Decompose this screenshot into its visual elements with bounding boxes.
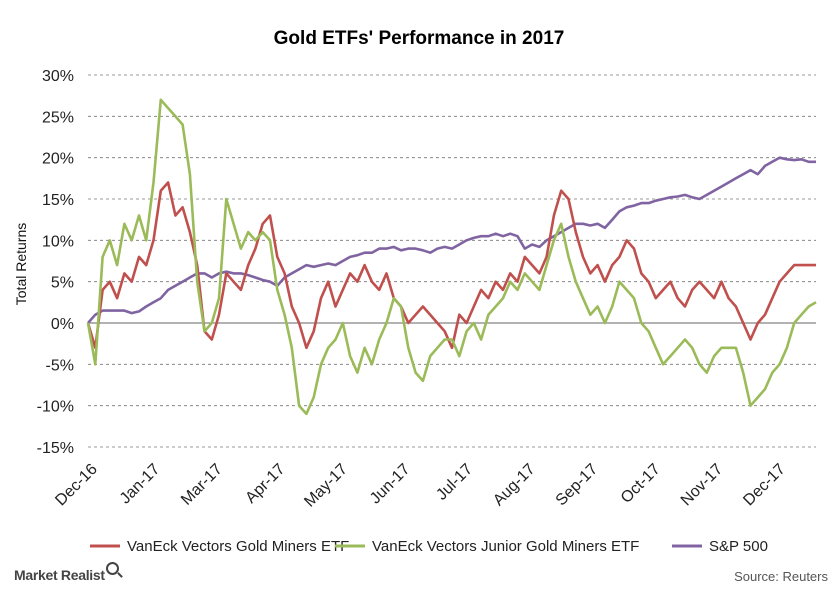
y-tick-label: 5% xyxy=(51,275,74,292)
y-tick-label: 30% xyxy=(42,68,74,85)
y-axis-label: Total Returns xyxy=(13,223,29,305)
legend-label: S&P 500 xyxy=(709,538,768,555)
y-tick-label: 15% xyxy=(42,192,74,209)
series-line xyxy=(86,98,817,416)
x-tick-label: Apr-17 xyxy=(242,461,288,507)
y-tick-label: 20% xyxy=(42,151,74,168)
source-note: Source: Reuters xyxy=(734,569,828,584)
y-tick-label: 25% xyxy=(42,109,74,126)
x-tick-label: May-17 xyxy=(301,461,351,511)
y-tick-label: -15% xyxy=(37,440,74,457)
x-tick-label: Jun-17 xyxy=(367,461,414,508)
series-line xyxy=(87,156,816,324)
brand-logo: Market Realist xyxy=(14,562,119,583)
y-tick-label: 10% xyxy=(42,233,74,250)
y-tick-label: -5% xyxy=(46,357,74,374)
x-axis-ticks: Dec-16 Jan-17 Mar-17 Apr-17 May-17 Jun-17 Jul-… xyxy=(52,461,789,511)
x-tick-label: Dec-17 xyxy=(740,461,789,510)
x-tick-label: Jul-17 xyxy=(433,461,476,504)
x-tick-label: Sep-17 xyxy=(553,461,602,510)
legend-label: VanEck Vectors Gold Miners ETF xyxy=(127,538,349,555)
x-tick-label: Nov-17 xyxy=(678,461,727,510)
x-tick-label: Dec-16 xyxy=(52,461,101,510)
series-lines xyxy=(86,98,817,416)
x-tick-label: Aug-17 xyxy=(490,461,539,510)
x-tick-label: Oct-17 xyxy=(618,461,664,507)
magnifier-icon xyxy=(105,562,119,575)
x-tick-label: Mar-17 xyxy=(178,461,226,509)
legend-label: VanEck Vectors Junior Gold Miners ETF xyxy=(372,538,639,555)
y-tick-label: 0% xyxy=(51,316,74,333)
brand-name: Market Realist xyxy=(14,567,105,583)
chart-title: Gold ETFs' Performance in 2017 xyxy=(274,28,565,49)
y-tick-label: -10% xyxy=(37,399,74,416)
series-line xyxy=(86,181,816,350)
x-tick-label: Jan-17 xyxy=(117,461,164,508)
legend: VanEck Vectors Gold Miners ETF VanEck Vec… xyxy=(90,538,768,555)
y-axis-ticks: 30% 25% 20% 15% 10% 5% 0% -5% -10% -15% xyxy=(37,68,74,457)
